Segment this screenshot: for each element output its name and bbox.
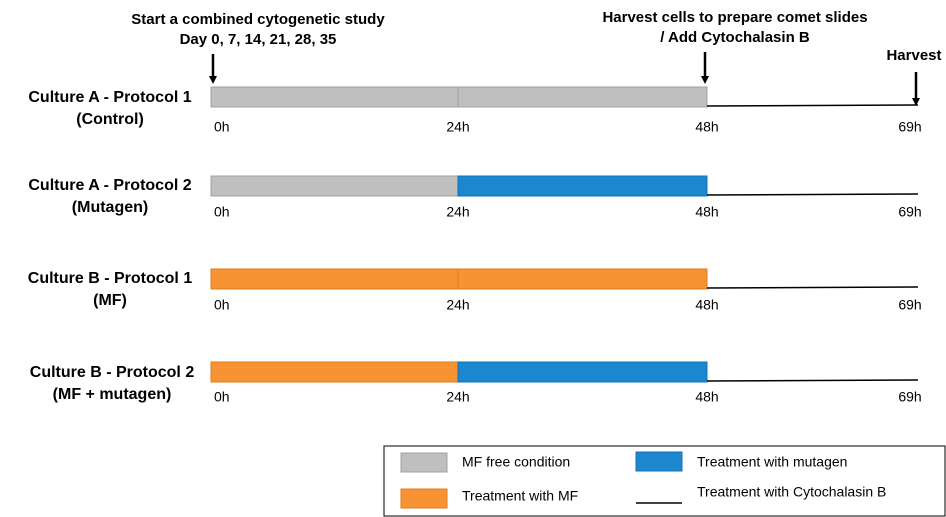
annotation: Harvest cells to prepare comet slides — [602, 9, 867, 26]
time-label: 0h — [214, 204, 230, 220]
row-label: (Mutagen) — [72, 199, 148, 216]
time-label: 48h — [695, 297, 718, 313]
cytochalasin-line — [706, 379, 919, 382]
time-label: 69h — [898, 204, 921, 220]
time-label: 0h — [214, 389, 230, 405]
bar-segment — [210, 175, 459, 197]
bar-segment — [457, 361, 708, 383]
legend-label: Treatment with MF — [462, 488, 578, 504]
bar-segment — [457, 268, 708, 290]
legend-swatch — [400, 488, 448, 509]
row-label: (Control) — [76, 111, 144, 128]
row-label: (MF) — [93, 292, 127, 309]
row-label: Culture A - Protocol 2 — [28, 177, 191, 194]
bar-segment — [210, 361, 459, 383]
bar-segment — [210, 268, 459, 290]
cytochalasin-line — [706, 104, 919, 107]
annotation: / Add Cytochalasin B — [660, 29, 810, 46]
time-label: 24h — [446, 204, 469, 220]
time-label: 69h — [898, 119, 921, 135]
bar-segment — [210, 86, 459, 108]
time-label: 69h — [898, 297, 921, 313]
legend-label: Treatment with mutagen — [697, 454, 847, 470]
legend-swatch — [400, 452, 448, 473]
bar-segment — [457, 175, 708, 197]
bar-segment — [457, 86, 708, 108]
cytochalasin-line — [706, 193, 919, 196]
legend-label: MF free condition — [462, 454, 570, 470]
annotation: Day 0, 7, 14, 21, 28, 35 — [180, 31, 337, 48]
time-label: 48h — [695, 119, 718, 135]
annotation: Start a combined cytogenetic study — [131, 11, 385, 28]
row-label: Culture B - Protocol 2 — [30, 364, 195, 381]
row-label: Culture B - Protocol 1 — [28, 270, 193, 287]
cytochalasin-line — [706, 286, 919, 289]
time-label: 0h — [214, 297, 230, 313]
time-label: 48h — [695, 204, 718, 220]
time-label: 48h — [695, 389, 718, 405]
row-label: Culture A - Protocol 1 — [28, 89, 191, 106]
annotation: Harvest — [886, 47, 941, 64]
time-label: 0h — [214, 119, 230, 135]
time-label: 69h — [898, 389, 921, 405]
legend-swatch — [635, 451, 683, 472]
row-label: (MF + mutagen) — [53, 386, 172, 403]
time-label: 24h — [446, 297, 469, 313]
time-label: 24h — [446, 119, 469, 135]
time-label: 24h — [446, 389, 469, 405]
legend-label: Treatment with Cytochalasin B — [697, 484, 886, 500]
